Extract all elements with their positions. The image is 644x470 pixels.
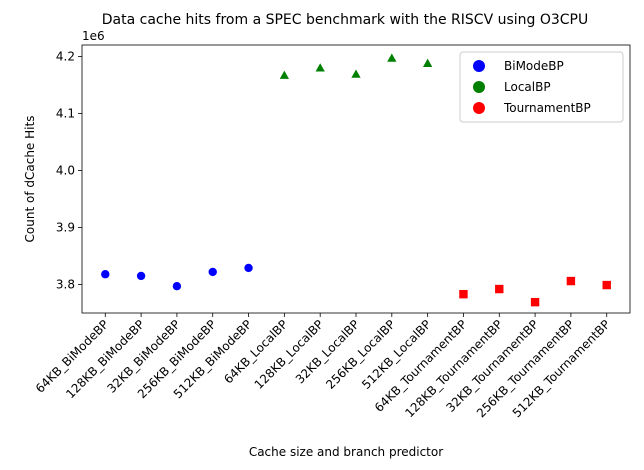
data-point [387,53,397,62]
data-point [495,284,504,294]
legend-marker [473,102,485,114]
y-tick-label: 3.8 [56,277,75,291]
y-tick-label: 3.9 [56,220,75,234]
chart-title: Data cache hits from a SPEC benchmark wi… [102,12,589,28]
data-point [530,297,540,307]
data-point [136,271,146,281]
data-points [101,53,611,307]
data-point [351,69,361,78]
y-tick-label: 4.2 [56,49,75,63]
legend-frame [459,51,624,123]
x-tick-label: 32KB_LocalBP [293,317,362,386]
legend-label: LocalBP [504,80,551,94]
data-point [279,70,289,79]
x-axis: 64KB_BiModeBP128KB_BiModeBP32KB_BiModeBP… [33,313,613,420]
legend-label: BiModeBP [504,59,564,73]
y-tick-label: 4.1 [56,106,75,120]
legend: BiModeBP LocalBP TournamentBP [459,51,624,123]
data-point [208,267,217,277]
data-point [244,263,253,273]
data-point [602,280,611,290]
y-axis-label: Count of dCache Hits [23,116,37,243]
legend-label: TournamentBP [503,101,591,115]
y-axis: 3.8 3.9 4.0 4.1 4.2 [56,49,82,291]
legend-marker [473,60,485,72]
data-point [315,63,325,72]
y-tick-label: 4.0 [56,163,75,177]
data-point [101,270,110,279]
data-point [172,282,182,291]
data-point [566,276,576,286]
data-point [423,58,433,67]
legend-marker [473,81,485,93]
y-offset-label: 1e6 [82,29,105,43]
x-axis-label: Cache size and branch predictor [249,445,443,459]
x-tick-label: 64KB_LocalBP [221,317,290,386]
data-point [459,289,468,299]
